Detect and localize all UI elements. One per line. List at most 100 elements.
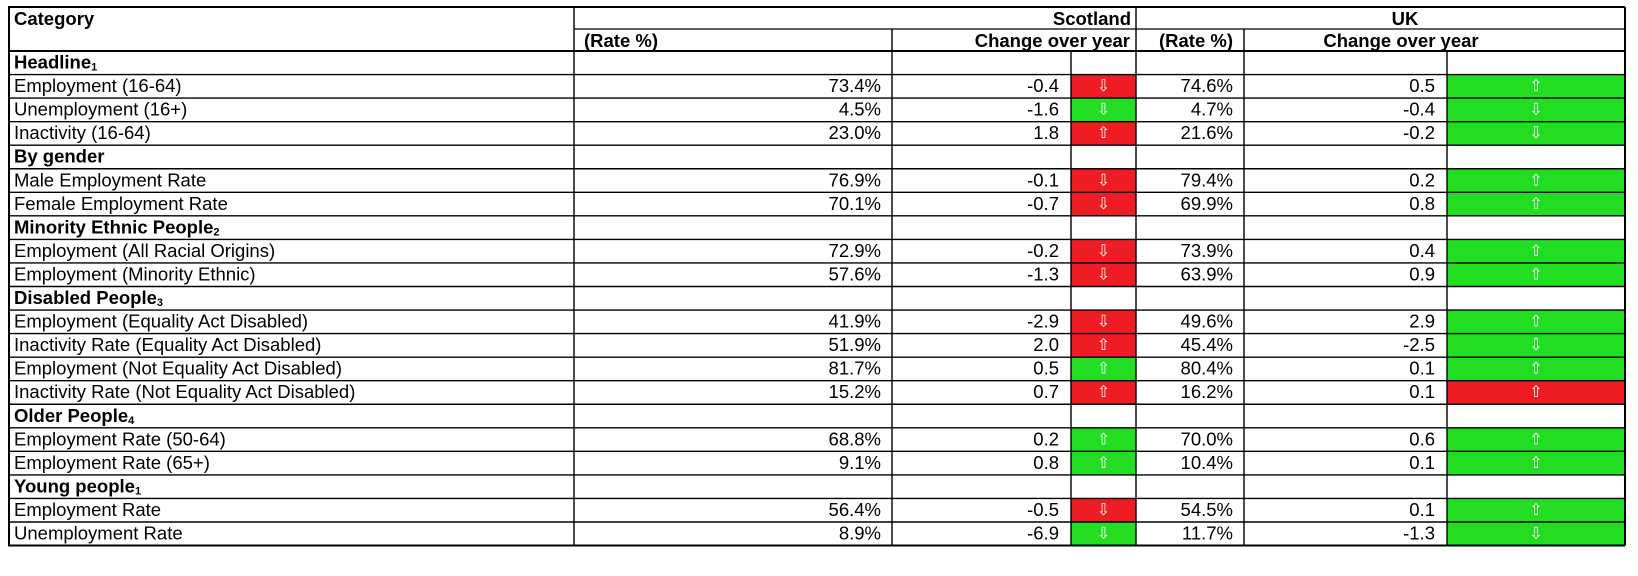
uk-change-value: -0.2	[1403, 122, 1435, 143]
arrow-down-icon: ⇩	[1097, 170, 1110, 189]
uk-change-value: 0.9	[1409, 263, 1435, 284]
arrow-down-icon: ⇩	[1529, 335, 1542, 354]
uk-trend-fill	[1447, 380, 1625, 405]
footnote-marker: 1	[135, 485, 141, 497]
row-label: Female Employment Rate	[14, 193, 228, 214]
scotland-rate-value: 4.5%	[839, 99, 881, 120]
scotland-trend-fill	[1071, 98, 1136, 122]
row-label: Unemployment Rate	[14, 523, 183, 544]
uk-trend-fill	[1447, 168, 1625, 193]
scotland-trend-fill	[1071, 357, 1136, 381]
scotland-trend-fill	[1071, 121, 1136, 146]
uk-change-value: 0.8	[1409, 193, 1435, 214]
arrow-up-icon: ⇧	[1529, 453, 1542, 472]
arrow-down-icon: ⇩	[1097, 100, 1110, 119]
scotland-change-value: -0.7	[1027, 193, 1059, 214]
uk-rate-value: 11.7%	[1182, 523, 1233, 544]
uk-trend-fill	[1447, 239, 1625, 263]
footnote-marker: 3	[157, 297, 163, 309]
uk-change-value: -0.4	[1403, 99, 1435, 120]
uk-trend-fill	[1447, 98, 1625, 122]
section-heading: Young people1	[14, 475, 141, 497]
scotland-trend-fill	[1071, 310, 1136, 334]
uk-trend-fill	[1447, 192, 1625, 216]
scotland-trend-fill	[1071, 427, 1136, 452]
row-label: Unemployment (16+)	[14, 99, 187, 120]
scotland-change-value: -0.4	[1027, 75, 1059, 96]
scotland-rate-value: 81.7%	[829, 358, 881, 379]
scotland-change-value: -6.9	[1027, 523, 1059, 544]
scotland-trend-fill	[1071, 498, 1136, 522]
scotland-change-value: -0.5	[1027, 499, 1059, 520]
scotland-trend-fill	[1071, 239, 1136, 263]
footnote-marker: 4	[128, 415, 135, 427]
scotland-trend-fill	[1071, 192, 1136, 216]
scotland-rate-value: 23.0%	[829, 122, 881, 143]
arrow-up-icon: ⇧	[1097, 453, 1110, 472]
scotland-trend-fill	[1071, 451, 1136, 475]
arrow-up-icon: ⇧	[1097, 123, 1110, 142]
uk-change-value: 0.2	[1409, 169, 1435, 190]
cell-texts: Category Scotland UK (Rate %) Change ove…	[14, 8, 1543, 544]
row-label: Employment Rate (50-64)	[14, 428, 226, 449]
scotland-change-value: -1.6	[1027, 99, 1059, 120]
row-label: Inactivity Rate (Equality Act Disabled)	[14, 334, 321, 355]
scotland-change-value: 0.2	[1033, 428, 1059, 449]
header-scotland-change: Change over year	[975, 30, 1130, 51]
scotland-change-value: -1.3	[1027, 263, 1059, 284]
uk-rate-value: 21.6%	[1181, 122, 1233, 143]
section-heading: Headline1	[14, 52, 97, 74]
uk-rate-value: 70.0%	[1181, 428, 1233, 449]
uk-rate-value: 73.9%	[1181, 240, 1233, 261]
scotland-rate-value: 9.1%	[839, 452, 881, 473]
uk-rate-value: 45.4%	[1181, 334, 1233, 355]
arrow-up-icon: ⇧	[1529, 429, 1542, 448]
scotland-rate-value: 41.9%	[829, 311, 881, 332]
section-heading: Minority Ethnic People2	[14, 216, 220, 238]
footnote-marker: 2	[213, 226, 219, 238]
grid-lines	[8, 6, 1626, 547]
arrow-down-icon: ⇩	[1529, 524, 1542, 543]
uk-change-value: 2.9	[1409, 311, 1435, 332]
uk-change-value: -1.3	[1403, 523, 1435, 544]
arrow-down-icon: ⇩	[1097, 264, 1110, 283]
uk-change-value: -2.5	[1403, 334, 1435, 355]
uk-rate-value: 10.4%	[1181, 452, 1233, 473]
scotland-change-value: -2.9	[1027, 311, 1059, 332]
uk-trend-fill	[1447, 357, 1625, 381]
scotland-rate-value: 68.8%	[829, 428, 881, 449]
scotland-change-value: 1.8	[1033, 122, 1059, 143]
header-uk-change: Change over year	[1323, 30, 1478, 51]
arrow-up-icon: ⇧	[1529, 241, 1542, 260]
uk-trend-fill	[1447, 451, 1625, 475]
scotland-rate-value: 76.9%	[829, 169, 881, 190]
row-label: Employment Rate (65+)	[14, 452, 210, 473]
labour-market-table: Category Scotland UK (Rate %) Change ove…	[8, 6, 1626, 568]
section-heading: Older People4	[14, 405, 135, 427]
row-label: Inactivity Rate (Not Equality Act Disabl…	[14, 381, 355, 402]
scotland-rate-value: 15.2%	[829, 381, 881, 402]
indicator-fills	[1071, 74, 1625, 546]
arrow-up-icon: ⇧	[1097, 335, 1110, 354]
uk-trend-fill	[1447, 522, 1625, 546]
scotland-change-value: -0.1	[1027, 169, 1059, 190]
scotland-rate-value: 51.9%	[829, 334, 881, 355]
arrow-up-icon: ⇧	[1529, 170, 1542, 189]
arrow-down-icon: ⇩	[1097, 241, 1110, 260]
section-heading: By gender	[14, 146, 104, 167]
uk-rate-value: 4.7%	[1191, 99, 1233, 120]
scotland-trend-fill	[1071, 522, 1136, 546]
row-label: Employment (All Racial Origins)	[14, 240, 275, 261]
uk-rate-value: 74.6%	[1181, 75, 1233, 96]
uk-rate-value: 49.6%	[1181, 311, 1233, 332]
uk-trend-fill	[1447, 333, 1625, 358]
scotland-trend-fill	[1071, 262, 1136, 287]
scotland-rate-value: 70.1%	[829, 193, 881, 214]
row-label: Male Employment Rate	[14, 169, 206, 190]
arrow-up-icon: ⇧	[1529, 312, 1542, 331]
arrow-down-icon: ⇩	[1097, 312, 1110, 331]
uk-change-value: 0.1	[1409, 358, 1435, 379]
uk-rate-value: 16.2%	[1181, 381, 1233, 402]
scotland-trend-fill	[1071, 168, 1136, 193]
row-label: Employment Rate	[14, 499, 161, 520]
